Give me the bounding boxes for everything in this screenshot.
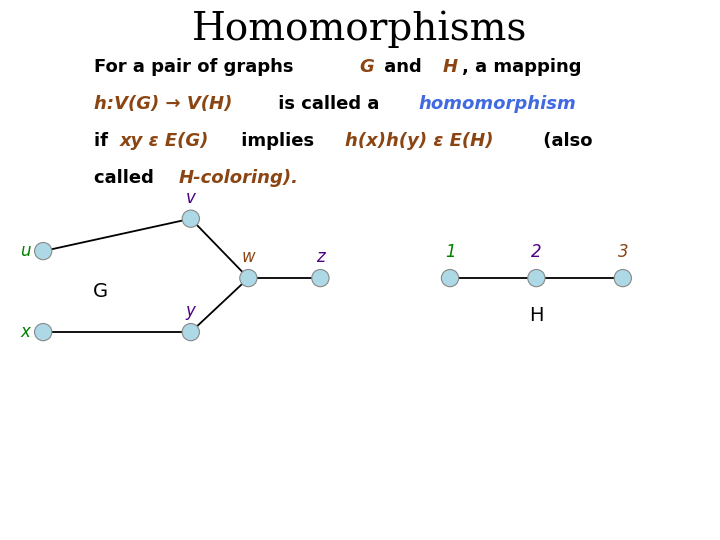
Ellipse shape (35, 323, 52, 341)
Text: u: u (19, 242, 30, 260)
Text: and: and (378, 58, 428, 77)
Text: w: w (242, 248, 255, 266)
Text: called: called (94, 168, 160, 187)
Text: h:V(G) → V(H): h:V(G) → V(H) (94, 95, 232, 113)
Text: , a mapping: , a mapping (462, 58, 582, 77)
Text: xy ε E(G): xy ε E(G) (120, 132, 209, 150)
Text: if: if (94, 132, 114, 150)
Text: 1: 1 (445, 243, 455, 261)
Text: For a pair of graphs: For a pair of graphs (94, 58, 300, 77)
Ellipse shape (240, 269, 257, 287)
Text: homomorphism: homomorphism (419, 95, 577, 113)
Text: is called a: is called a (272, 95, 386, 113)
Text: v: v (186, 189, 196, 207)
Text: H: H (529, 306, 544, 326)
Text: Homomorphisms: Homomorphisms (192, 11, 528, 49)
Ellipse shape (182, 323, 199, 341)
Text: 2: 2 (531, 243, 541, 261)
Ellipse shape (614, 269, 631, 287)
Ellipse shape (312, 269, 329, 287)
Text: y: y (186, 302, 196, 320)
Text: 3: 3 (618, 243, 628, 261)
Text: implies: implies (235, 132, 320, 150)
Text: x: x (20, 323, 30, 341)
Text: G: G (93, 282, 109, 301)
Text: h(x)h(y) ε E(H): h(x)h(y) ε E(H) (345, 132, 494, 150)
Ellipse shape (528, 269, 545, 287)
Text: G: G (359, 58, 374, 77)
Text: (also: (also (537, 132, 593, 150)
Ellipse shape (182, 210, 199, 227)
Ellipse shape (35, 242, 52, 260)
Text: H: H (443, 58, 458, 77)
Text: H-coloring).: H-coloring). (179, 168, 299, 187)
Text: z: z (316, 248, 325, 266)
Ellipse shape (441, 269, 459, 287)
